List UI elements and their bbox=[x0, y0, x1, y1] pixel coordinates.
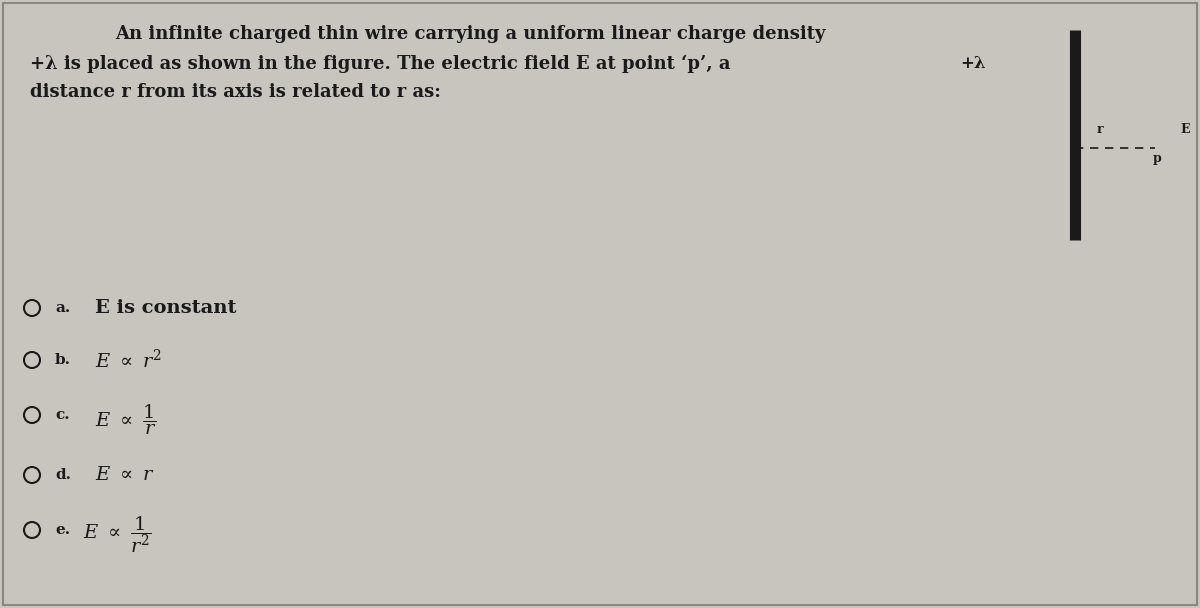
Text: $E\ \propto\ r$: $E\ \propto\ r$ bbox=[95, 466, 155, 485]
Text: r: r bbox=[1097, 123, 1104, 136]
Text: distance r from its axis is related to r as:: distance r from its axis is related to r… bbox=[30, 83, 440, 101]
Text: p: p bbox=[1153, 152, 1162, 165]
Text: E is constant: E is constant bbox=[95, 299, 236, 317]
Text: $E\ \propto\ \dfrac{1}{r}$: $E\ \propto\ \dfrac{1}{r}$ bbox=[95, 403, 157, 437]
Text: $E\ \propto\ \dfrac{1}{r^2}$: $E\ \propto\ \dfrac{1}{r^2}$ bbox=[83, 514, 151, 556]
Text: E: E bbox=[1180, 123, 1189, 136]
Text: b.: b. bbox=[55, 353, 71, 367]
Text: +λ: +λ bbox=[960, 55, 985, 72]
Text: +λ is placed as shown in the figure. The electric field E at point ‘p’, a: +λ is placed as shown in the figure. The… bbox=[30, 55, 731, 74]
Text: a.: a. bbox=[55, 301, 71, 315]
Text: c.: c. bbox=[55, 408, 70, 422]
Text: d.: d. bbox=[55, 468, 71, 482]
Text: An infinite charged thin wire carrying a uniform linear charge density: An infinite charged thin wire carrying a… bbox=[115, 25, 826, 43]
Text: e.: e. bbox=[55, 523, 70, 537]
Text: $E\ \propto\ r^2$: $E\ \propto\ r^2$ bbox=[95, 348, 162, 371]
